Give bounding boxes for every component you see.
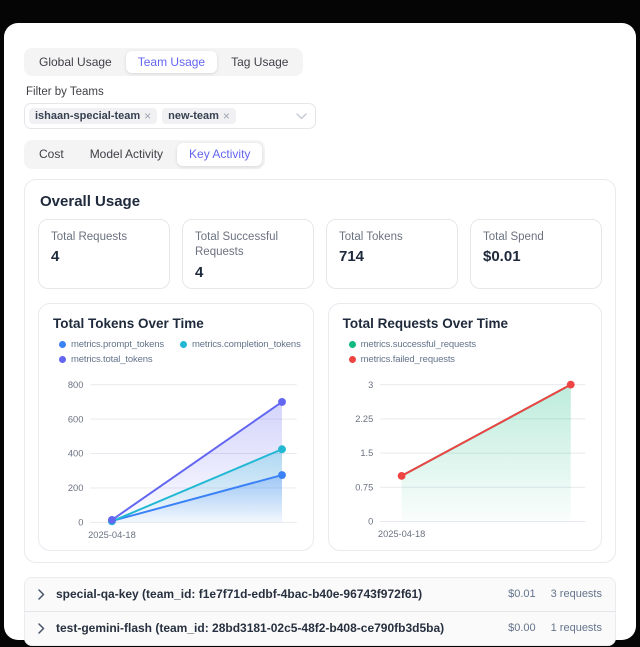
stat-label: Total Requests	[51, 230, 128, 243]
tokens-over-time-card: Total Tokens Over Time metrics.prompt_to…	[38, 302, 314, 551]
stat-value: 4	[51, 248, 60, 266]
key-request-count: 1 requests	[550, 622, 602, 635]
key-label: test-gemini-flash (team_id: 28bd3181-02c…	[56, 621, 445, 636]
key-spend: $0.01	[508, 588, 536, 601]
remove-tag-icon[interactable]: ×	[144, 109, 152, 124]
legend-item: metrics.total_tokens	[59, 353, 153, 365]
stats-row: Total Requests 4 Total Successful Reques…	[38, 218, 602, 289]
stat-value: 4	[195, 263, 204, 281]
stat-total-requests: Total Requests 4	[38, 218, 170, 289]
charts-row: Total Tokens Over Time metrics.prompt_to…	[38, 302, 602, 551]
usage-scope-tabs: Global Usage Team Usage Tag Usage	[24, 48, 304, 77]
chevron-right-icon	[38, 623, 45, 634]
svg-text:2.25: 2.25	[355, 414, 373, 424]
usage-dashboard-window: Global Usage Team Usage Tag Usage Filter…	[4, 23, 636, 646]
tab-model-activity[interactable]: Model Activity	[89, 147, 164, 162]
filter-by-teams-label: Filter by Teams	[26, 86, 104, 99]
key-row-special-qa-key[interactable]: special-qa-key (team_id: f1e7f71d-edbf-4…	[25, 578, 615, 611]
tab-key-activity[interactable]: Key Activity	[177, 143, 263, 166]
svg-text:2025-04-18: 2025-04-18	[88, 530, 136, 540]
tab-cost[interactable]: Cost	[39, 147, 64, 162]
overall-usage-title: Overall Usage	[40, 192, 141, 210]
tokens-chart-title: Total Tokens Over Time	[53, 315, 204, 331]
overall-usage-card: Overall Usage Total Requests 4 Total Suc…	[24, 178, 616, 563]
legend-label: metrics.prompt_tokens	[71, 338, 164, 350]
team-multiselect[interactable]: ishaan-special-team × new-team ×	[24, 103, 316, 130]
legend-dot-icon	[59, 340, 66, 348]
key-activity-list: special-qa-key (team_id: f1e7f71d-edbf-4…	[24, 576, 616, 646]
svg-text:1.5: 1.5	[360, 448, 373, 458]
team-tag-label: new-team	[168, 110, 219, 123]
legend-label: metrics.completion_tokens	[191, 338, 301, 350]
key-label: special-qa-key (team_id: f1e7f71d-edbf-4…	[56, 587, 423, 602]
tab-global-usage[interactable]: Global Usage	[39, 55, 112, 69]
tokens-line-chart: 0 200 400 600 800 2025-04-18	[68, 380, 297, 540]
svg-text:0: 0	[78, 517, 83, 527]
legend-dot-icon	[179, 340, 187, 348]
key-request-count: 3 requests	[550, 588, 602, 601]
key-row-test-gemini-flash[interactable]: test-gemini-flash (team_id: 28bd3181-02c…	[25, 610, 615, 645]
requests-chart-legend: metrics.successful_requests metrics.fail…	[348, 338, 589, 365]
stat-total-successful-requests: Total Successful Requests 4	[182, 218, 314, 289]
stat-label: Total Spend	[483, 230, 544, 243]
legend-label: metrics.total_tokens	[71, 353, 153, 365]
legend-item: metrics.completion_tokens	[179, 338, 301, 350]
activity-tabs: Cost Model Activity Key Activity	[24, 140, 266, 169]
team-tag[interactable]: ishaan-special-team ×	[29, 108, 158, 125]
legend-dot-icon	[59, 355, 66, 363]
requests-chart-title: Total Requests Over Time	[342, 315, 508, 331]
legend-item: metrics.prompt_tokens	[59, 339, 164, 350]
team-tag[interactable]: new-team ×	[162, 108, 236, 125]
legend-item: metrics.successful_requests	[348, 338, 476, 350]
remove-tag-icon[interactable]: ×	[222, 109, 230, 124]
svg-text:600: 600	[68, 414, 84, 424]
svg-text:3: 3	[368, 380, 373, 390]
team-tag-label: ishaan-special-team	[35, 110, 141, 123]
tab-tag-usage[interactable]: Tag Usage	[231, 55, 289, 69]
requests-line-chart: 0 0.75 1.5 2.25 3 2025-04-18	[355, 380, 586, 539]
stat-total-tokens: Total Tokens 714	[326, 218, 458, 289]
legend-dot-icon	[348, 340, 356, 348]
svg-text:0.75: 0.75	[355, 482, 373, 492]
stat-value: $0.01	[483, 248, 521, 266]
stat-label: Total Tokens	[339, 230, 403, 243]
key-spend: $0.00	[508, 622, 536, 635]
legend-label: metrics.successful_requests	[360, 338, 476, 350]
svg-text:0: 0	[368, 516, 373, 526]
stat-total-spend: Total Spend $0.01	[470, 218, 602, 289]
tab-team-usage[interactable]: Team Usage	[125, 51, 218, 74]
legend-item: metrics.failed_requests	[348, 353, 455, 365]
svg-text:800: 800	[68, 380, 84, 390]
tokens-chart-legend: metrics.prompt_tokens metrics.completion…	[59, 339, 301, 365]
svg-text:2025-04-18: 2025-04-18	[378, 529, 425, 539]
svg-text:200: 200	[68, 483, 84, 493]
legend-label: metrics.failed_requests	[360, 353, 455, 365]
chevron-down-icon[interactable]	[296, 113, 307, 120]
requests-over-time-card: Total Requests Over Time metrics.success…	[327, 302, 602, 551]
stat-value: 714	[339, 248, 365, 266]
chevron-right-icon	[38, 589, 45, 600]
svg-text:400: 400	[68, 448, 84, 458]
legend-dot-icon	[348, 355, 356, 363]
stat-label: Total Successful Requests	[195, 230, 279, 259]
